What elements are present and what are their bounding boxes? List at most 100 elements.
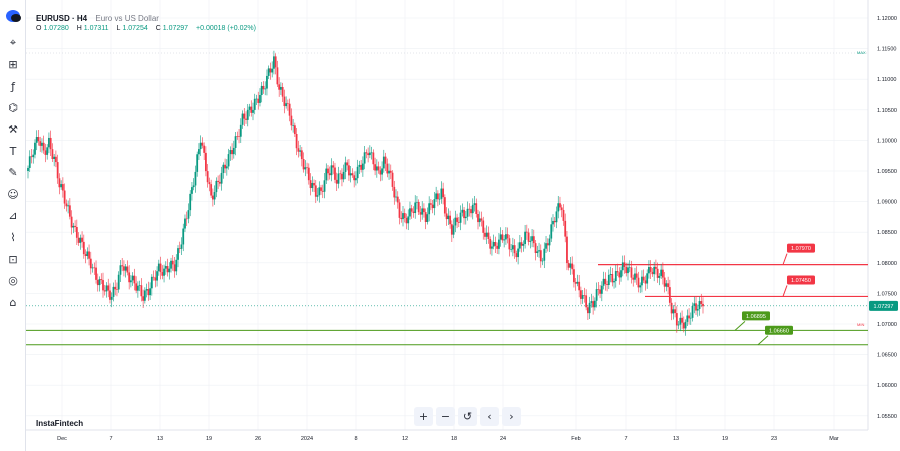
candle-body	[248, 106, 251, 110]
candle-body	[295, 133, 298, 149]
candle-body	[107, 285, 110, 291]
brush-icon[interactable]: ✎	[8, 166, 18, 180]
candle-body	[578, 281, 581, 291]
candle-body	[463, 209, 465, 219]
candle-body	[593, 300, 596, 308]
price-axis[interactable]: 1.12000 1.11500 1.11000 1.10500 1.10000 1.095…	[877, 16, 897, 420]
candle-body	[210, 184, 213, 196]
candle-body	[356, 166, 359, 179]
crosshair-icon[interactable]: ⌖	[9, 36, 17, 49]
candle-body	[300, 150, 303, 160]
candle-body	[304, 167, 307, 170]
trash-icon[interactable]: ⌂	[9, 295, 17, 309]
candle-body	[321, 190, 324, 192]
x-tick-label: Feb	[571, 436, 580, 442]
candle-body	[55, 156, 57, 163]
candle-body	[339, 173, 342, 175]
symbol-title[interactable]: EURUSD · H4	[36, 14, 88, 23]
candle-body	[646, 273, 649, 284]
candle-body	[145, 289, 148, 291]
candle-body	[511, 245, 514, 250]
support-label: 1.06660	[769, 328, 789, 334]
candle-body	[332, 165, 335, 168]
candle-body	[600, 285, 603, 294]
candle-body	[553, 220, 556, 223]
candle-body	[316, 195, 319, 197]
support-leader	[757, 335, 769, 346]
candle-body	[307, 167, 310, 181]
scroll-right-button[interactable]: ›	[502, 407, 521, 426]
candle-body	[217, 180, 220, 182]
candle-body	[229, 150, 232, 155]
candle-body	[674, 309, 676, 314]
candle-body	[471, 204, 474, 214]
candle-body	[449, 215, 451, 225]
candle-body	[123, 266, 125, 271]
candle-body	[616, 271, 619, 273]
candle-body	[166, 266, 169, 273]
zoom-in-button[interactable]: +	[414, 407, 433, 426]
candle-body	[518, 242, 521, 249]
candle-body	[693, 303, 696, 306]
candle-body	[630, 267, 633, 278]
candle-body	[72, 225, 75, 228]
measure-icon[interactable]: ⚒	[8, 122, 18, 136]
x-tick-label: 19	[206, 436, 212, 442]
text-icon[interactable]: T	[9, 144, 17, 158]
candle-body	[48, 137, 50, 148]
candle-body	[482, 220, 485, 233]
app-logo-icon[interactable]	[6, 10, 21, 22]
candle-body	[529, 240, 532, 242]
candle-body	[375, 166, 378, 171]
candle-body	[346, 162, 349, 166]
hide-icon[interactable]: ◎	[8, 274, 18, 288]
candle-body	[360, 164, 363, 170]
candle-body	[325, 168, 328, 181]
candle-body	[513, 245, 516, 254]
candle-body	[102, 280, 104, 291]
ruler-icon[interactable]: ⊿	[8, 209, 18, 223]
candle-body	[435, 193, 438, 200]
magnet-icon[interactable]: ⌇	[10, 230, 16, 244]
candle-body	[323, 180, 326, 192]
scroll-left-button[interactable]: ‹	[480, 407, 499, 426]
candle-body	[27, 167, 29, 171]
candle-body	[689, 317, 692, 319]
candle-body	[505, 234, 507, 240]
current-price-label: 1.07297	[874, 304, 894, 310]
candle-body	[79, 237, 82, 243]
candle-body	[487, 232, 490, 239]
time-axis[interactable]: Dec 7 13 19 26 2024 8 12 18 24 Feb 7 13 19 23 Mar	[57, 436, 839, 442]
candle-body	[255, 98, 258, 100]
candle-body	[498, 239, 500, 249]
fx-icon[interactable]: ƒ	[11, 79, 15, 93]
fib-tool-icon[interactable]: ⊞	[8, 58, 18, 72]
reset-view-button[interactable]: ↺	[458, 407, 477, 426]
candle-body	[436, 193, 439, 200]
close-label: C	[155, 25, 161, 32]
y-tick-label: 1.11000	[877, 77, 896, 83]
candle-body	[182, 228, 185, 245]
candle-body	[412, 211, 415, 214]
x-tick-label: 8	[354, 436, 357, 442]
close-value: 1.07297	[162, 25, 189, 32]
zoom-out-button[interactable]: −	[436, 407, 455, 426]
emoji-icon[interactable]: ☺	[7, 187, 19, 201]
candlestick-series	[27, 50, 704, 336]
candle-body	[574, 282, 577, 284]
candle-body	[520, 242, 523, 246]
candle-body	[58, 178, 61, 188]
candle-body	[461, 209, 464, 213]
candle-body	[81, 237, 83, 242]
candle-body	[267, 68, 270, 76]
candle-body	[351, 173, 354, 176]
candle-body	[185, 218, 188, 220]
candle-body	[135, 283, 138, 291]
pattern-icon[interactable]: ⌬	[8, 101, 18, 115]
resistance-leader	[782, 285, 788, 297]
lock-icon[interactable]: ⊡	[8, 252, 18, 266]
candle-body	[440, 188, 443, 199]
candle-body	[286, 103, 289, 104]
candle-body	[314, 185, 317, 197]
